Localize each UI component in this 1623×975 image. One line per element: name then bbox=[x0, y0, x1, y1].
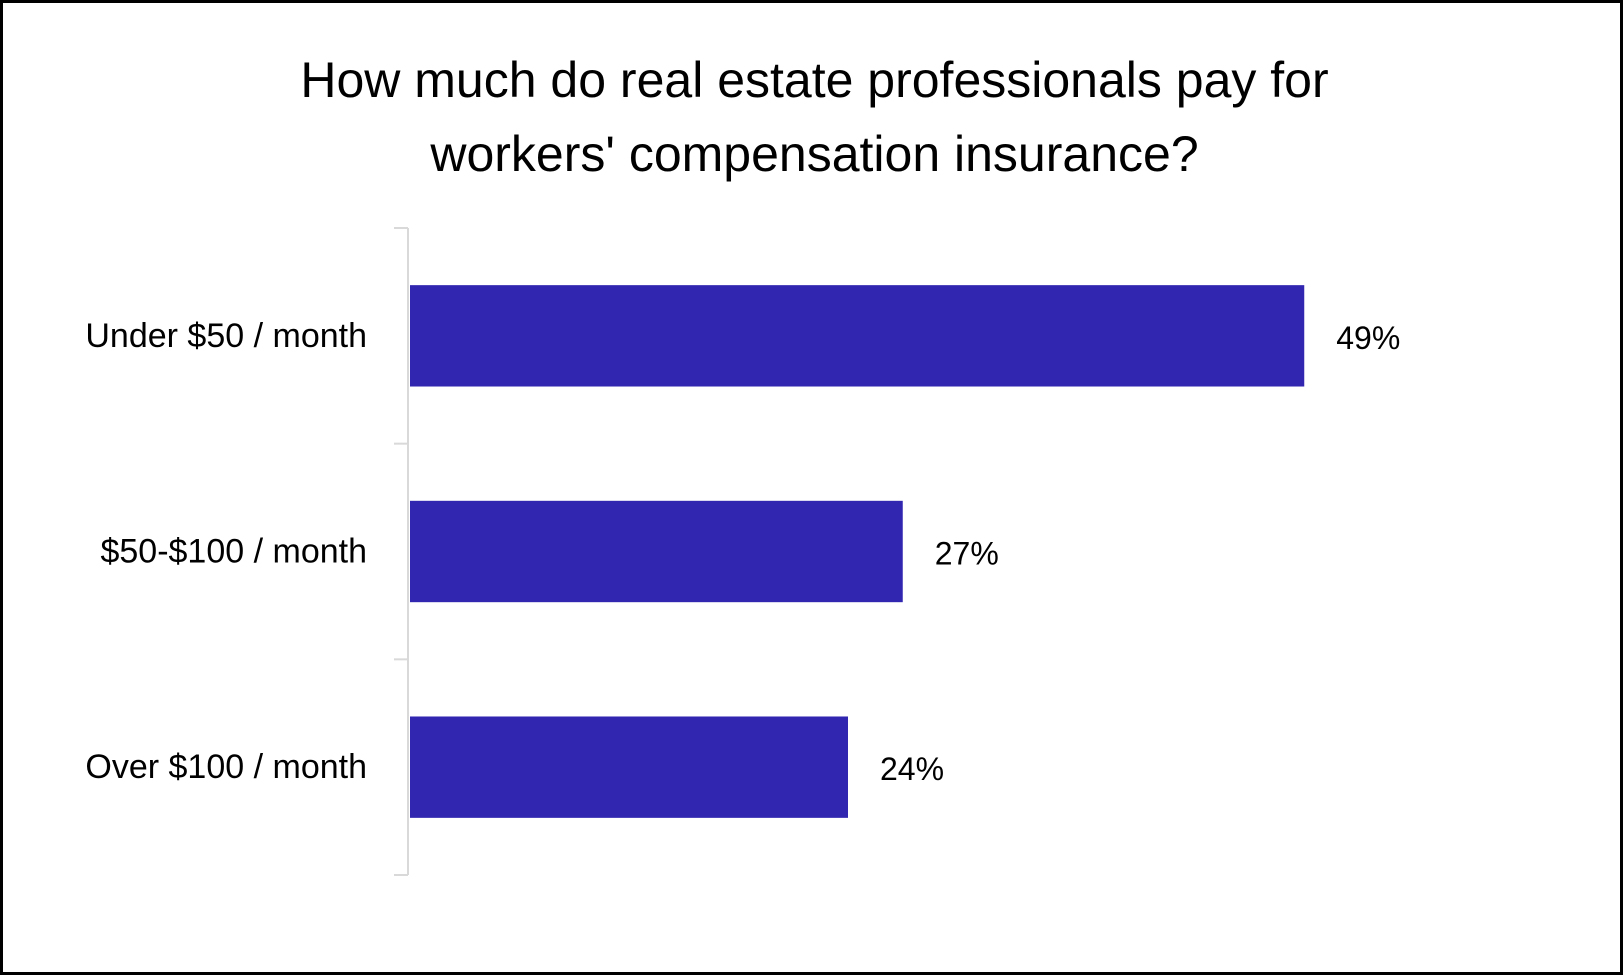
chart-title-line-1: How much do real estate professionals pa… bbox=[300, 52, 1329, 108]
bar-3 bbox=[410, 716, 848, 818]
category-label-1: Under $50 / month bbox=[85, 317, 367, 355]
chart-title: How much do real estate professionals pa… bbox=[3, 43, 1623, 191]
chart-title-line-2: workers' compensation insurance? bbox=[430, 126, 1199, 182]
data-label-3: 24% bbox=[880, 751, 944, 787]
category-label-3: Over $100 / month bbox=[85, 748, 367, 786]
data-label-1: 49% bbox=[1336, 320, 1400, 356]
data-label-2: 27% bbox=[935, 536, 999, 572]
bar-1 bbox=[410, 285, 1305, 387]
bar-2 bbox=[410, 500, 903, 603]
category-label-2: $50-$100 / month bbox=[100, 533, 367, 571]
